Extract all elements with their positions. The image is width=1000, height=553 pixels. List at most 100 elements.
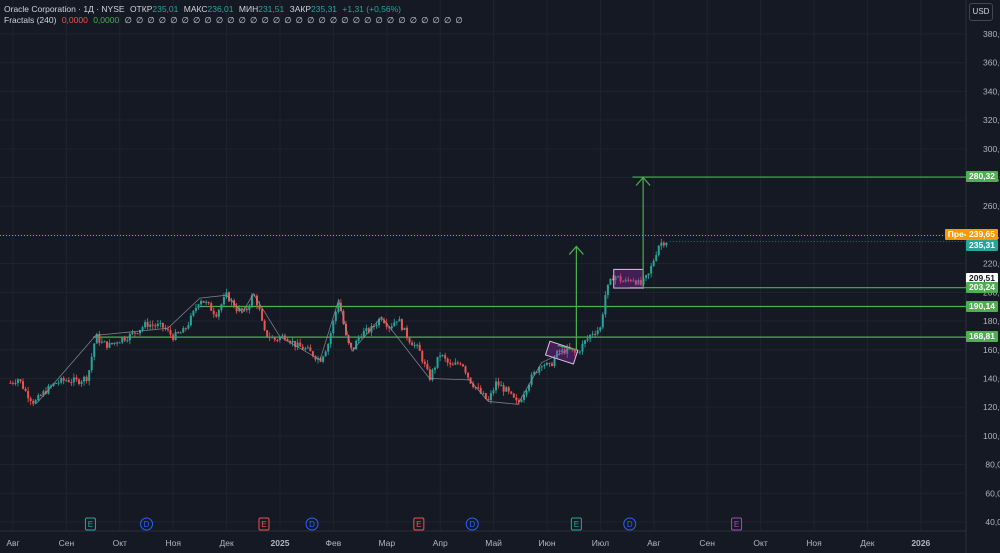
- fractal-empty-value: ∅: [353, 15, 360, 25]
- candle-body: [60, 378, 62, 383]
- candle-body: [75, 378, 77, 380]
- candle-body: [541, 366, 543, 367]
- candle-body: [444, 355, 446, 358]
- candle-body: [393, 322, 395, 326]
- candle-body: [477, 387, 479, 388]
- candle-body: [124, 338, 126, 341]
- candle-body: [182, 328, 184, 332]
- candle-body: [149, 325, 151, 327]
- candle-body: [68, 380, 70, 382]
- y-tick-label: 260,00: [983, 201, 1000, 211]
- candle-body: [203, 301, 205, 303]
- x-tick-label: Ноя: [165, 538, 181, 548]
- candle-body: [505, 387, 507, 391]
- candle-body: [136, 333, 138, 334]
- candle-body: [83, 377, 85, 382]
- candle-body: [119, 342, 121, 343]
- level-203-tag: 203,24: [966, 282, 998, 293]
- symbol-title[interactable]: Oracle Corporation · 1Д · NYSE: [4, 4, 125, 14]
- candle-body: [508, 387, 510, 391]
- candle-body: [269, 337, 271, 338]
- candle-body: [170, 330, 172, 335]
- candle-body: [414, 345, 416, 346]
- fractal-empty-value: ∅: [330, 15, 337, 25]
- candle-body: [172, 335, 174, 340]
- candle-body: [167, 329, 169, 330]
- low-label: МИН: [239, 4, 258, 14]
- candle-body: [459, 363, 461, 364]
- candle-body: [546, 363, 548, 365]
- y-tick-label: 80,00: [985, 460, 1000, 470]
- candle-body: [103, 341, 105, 342]
- candle-body: [447, 359, 449, 363]
- candle-body: [195, 308, 197, 311]
- y-tick-label: 140,00: [983, 373, 1000, 383]
- candle-body: [284, 335, 286, 339]
- fractal-up-value: 0,0000: [62, 15, 88, 25]
- candle-body: [398, 319, 400, 321]
- candle-body: [22, 381, 24, 389]
- candle-body: [454, 363, 456, 365]
- candle-body: [665, 243, 667, 246]
- candle-body: [322, 356, 324, 361]
- x-tick-label: Апр: [433, 538, 448, 548]
- x-tick-label: Ноя: [806, 538, 822, 548]
- fractal-empty-value: ∅: [307, 15, 314, 25]
- candle-body: [510, 391, 512, 393]
- fractal-down-value: 0,0000: [93, 15, 119, 25]
- fractal-empty-value: ∅: [444, 15, 451, 25]
- candle-body: [91, 357, 93, 370]
- candle-body: [121, 338, 123, 343]
- x-tick-label: Сен: [59, 538, 75, 548]
- close-value: 235,31: [311, 4, 337, 14]
- x-tick-label: Июн: [538, 538, 555, 548]
- candle-body: [208, 302, 210, 303]
- fractal-empty-value: ∅: [318, 15, 325, 25]
- candle-body: [142, 327, 144, 330]
- candle-body: [658, 246, 660, 255]
- candle-body: [523, 395, 525, 400]
- candle-body: [335, 312, 337, 321]
- candle-body: [406, 328, 408, 338]
- candle-body: [492, 390, 494, 393]
- candle-body: [198, 304, 200, 308]
- candle-body: [543, 365, 545, 366]
- fractal-empty-value: ∅: [376, 15, 383, 25]
- fractal-empty-value: ∅: [159, 15, 166, 25]
- candle-body: [325, 352, 327, 357]
- candle-body: [607, 285, 609, 296]
- candle-body: [526, 391, 528, 395]
- fractal-empty-value: ∅: [284, 15, 291, 25]
- candle-body: [401, 319, 403, 330]
- fractals-label[interactable]: Fractals (240): [4, 15, 56, 25]
- fractal-empty-value: ∅: [261, 15, 268, 25]
- candle-body: [332, 321, 334, 333]
- candle-body: [154, 325, 156, 326]
- candle-body: [604, 295, 606, 314]
- candle-body: [503, 385, 505, 391]
- candle-body: [200, 301, 202, 304]
- candle-body: [650, 266, 652, 274]
- candle-body: [261, 309, 263, 321]
- currency-button[interactable]: USD: [969, 3, 993, 21]
- candle-body: [465, 366, 467, 372]
- open-value: 235,01: [152, 4, 178, 14]
- dividend-marker-label: D: [144, 520, 150, 529]
- candle-body: [180, 333, 182, 334]
- candle-body: [109, 343, 111, 348]
- earnings-marker-label: E: [734, 520, 739, 529]
- fractals-legend: Fractals (240) 0,0000 0,0000 ∅ ∅ ∅ ∅ ∅ ∅ ∅ ∅ ∅ ∅ ∅…: [4, 15, 470, 26]
- candle-body: [457, 363, 459, 364]
- candle-body: [439, 356, 441, 357]
- dividend-marker-label: D: [627, 520, 633, 529]
- candle-body: [274, 337, 276, 340]
- candle-body: [584, 340, 586, 343]
- fractal-empty-value: ∅: [398, 15, 405, 25]
- x-tick-label: 2025: [271, 538, 290, 548]
- x-tick-label: 2026: [911, 538, 930, 548]
- candle-body: [162, 323, 164, 328]
- candle-body: [592, 334, 594, 335]
- candle-body: [449, 363, 451, 365]
- x-tick-label: Авг: [647, 538, 660, 548]
